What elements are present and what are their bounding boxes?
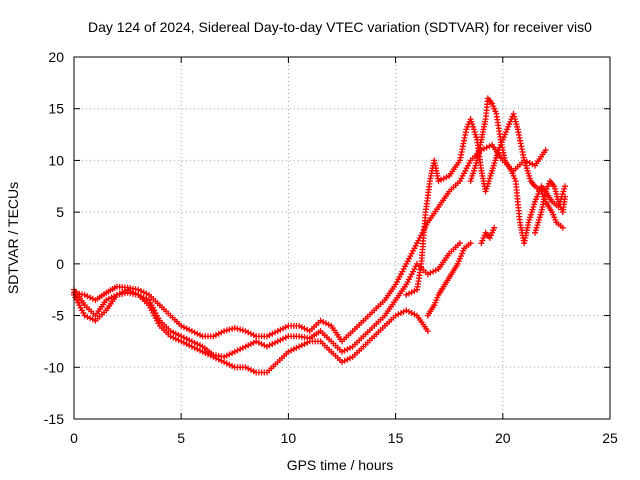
y-tick-label: 5 — [56, 204, 64, 220]
series-track-c — [71, 141, 549, 345]
data-layer — [71, 95, 568, 376]
y-tick-label: -15 — [44, 411, 64, 427]
series-track-f — [424, 240, 474, 319]
data-point-markers — [478, 224, 498, 247]
plot-frame — [73, 56, 611, 420]
data-point-markers — [467, 95, 568, 247]
x-tick-label: 15 — [388, 430, 404, 446]
series-track-a — [71, 240, 463, 360]
tick-layer: 0 5 10 15 20 25 -15 -10 -5 0 5 10 15 20 — [44, 49, 618, 446]
y-tick-label: 10 — [48, 152, 64, 168]
series-track-g — [478, 224, 498, 247]
series-track-e — [467, 95, 568, 247]
data-point-markers — [71, 141, 549, 345]
chart-title: Day 124 of 2024, Sidereal Day-to-day VTE… — [88, 19, 592, 35]
y-tick-label: 20 — [48, 49, 64, 65]
x-tick-label: 20 — [495, 430, 511, 446]
grid-layer — [74, 57, 610, 419]
series-track-h — [532, 178, 568, 236]
data-point-markers — [403, 110, 566, 298]
x-tick-label: 10 — [281, 430, 297, 446]
x-tick-label: 5 — [177, 430, 185, 446]
y-axis-label: SDTVAR / TECUs — [5, 182, 21, 294]
x-axis-label: GPS time / hours — [287, 457, 394, 473]
y-tick-label: -5 — [52, 308, 65, 324]
y-tick-label: -10 — [44, 359, 64, 375]
data-point-markers — [424, 240, 474, 319]
data-point-markers — [532, 178, 568, 236]
y-tick-label: 15 — [48, 101, 64, 117]
data-point-markers — [71, 240, 463, 360]
series-track-d — [403, 110, 566, 298]
x-tick-label: 25 — [602, 430, 618, 446]
x-tick-label: 0 — [70, 430, 78, 446]
y-tick-label: 0 — [56, 256, 64, 272]
